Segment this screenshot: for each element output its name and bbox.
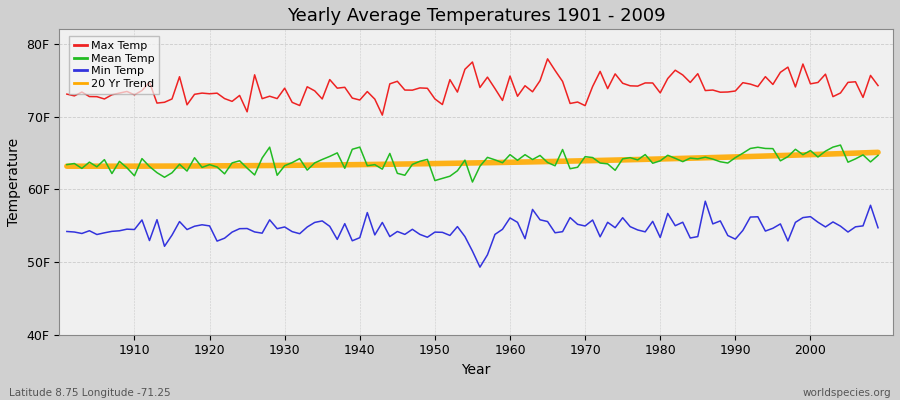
Text: Latitude 8.75 Longitude -71.25: Latitude 8.75 Longitude -71.25 [9,388,171,398]
Legend: Max Temp, Mean Temp, Min Temp, 20 Yr Trend: Max Temp, Mean Temp, Min Temp, 20 Yr Tre… [69,36,159,94]
X-axis label: Year: Year [462,363,490,377]
Y-axis label: Temperature: Temperature [7,138,21,226]
Text: worldspecies.org: worldspecies.org [803,388,891,398]
Title: Yearly Average Temperatures 1901 - 2009: Yearly Average Temperatures 1901 - 2009 [287,7,665,25]
